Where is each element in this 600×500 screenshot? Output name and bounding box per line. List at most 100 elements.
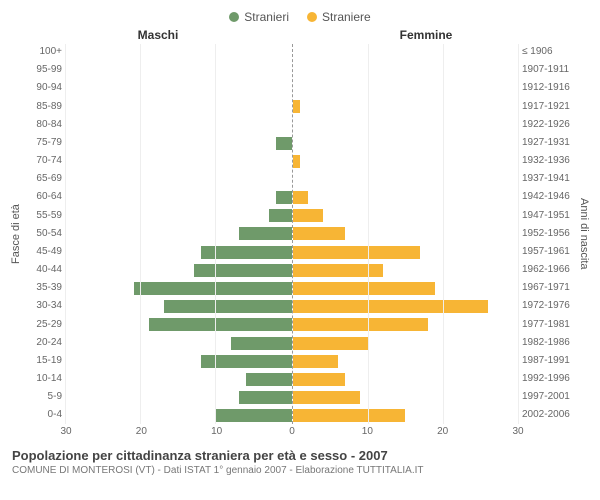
birth-year-label: 1952-1956 [522,226,576,243]
birth-year-label: 1922-1926 [522,117,576,134]
chart-title: Popolazione per cittadinanza straniera p… [12,448,588,463]
male-bar [246,373,291,386]
female-row [293,153,519,170]
female-half [293,44,519,424]
female-row [293,335,519,352]
legend-female: Straniere [307,10,371,24]
male-row [66,80,292,97]
age-label: 85-89 [24,99,62,116]
male-row [66,335,292,352]
x-tick: 30 [60,426,71,437]
birth-year-label: 1997-2001 [522,389,576,406]
male-bar [239,391,292,404]
female-row [293,117,519,134]
birth-year-label: 1967-1971 [522,280,576,297]
birth-year-label: 1942-1946 [522,189,576,206]
female-row [293,262,519,279]
female-bar [293,227,346,240]
age-label: 0-4 [24,407,62,424]
x-ticks-left: 0102030 [66,426,292,440]
age-label: 30-34 [24,298,62,315]
age-label: 15-19 [24,353,62,370]
grid-line [518,44,519,424]
female-row [293,189,519,206]
female-row [293,298,519,315]
female-row [293,407,519,424]
bars-area [66,44,518,424]
male-row [66,226,292,243]
birth-year-label: 1982-1986 [522,335,576,352]
x-ticks-right: 102030 [292,426,518,440]
age-label: 70-74 [24,153,62,170]
birth-year-label: 2002-2006 [522,407,576,424]
legend-female-swatch [307,12,317,22]
male-row [66,298,292,315]
male-row [66,189,292,206]
y-left-axis-title: Fasce di età [10,44,22,424]
chart-footer: Popolazione per cittadinanza straniera p… [10,448,590,476]
male-row [66,135,292,152]
age-label: 25-29 [24,317,62,334]
chart-subtitle: COMUNE DI MONTEROSI (VT) - Dati ISTAT 1°… [12,465,588,476]
age-label: 40-44 [24,262,62,279]
legend-male-label: Stranieri [244,10,289,24]
column-headers: Maschi Femmine [10,28,590,42]
male-bar [239,227,292,240]
birth-year-label: 1987-1991 [522,353,576,370]
age-label: 10-14 [24,371,62,388]
male-row [66,407,292,424]
male-row [66,153,292,170]
plot-area: Fasce di età 100+95-9990-9485-8980-8475-… [10,44,590,424]
y-right-axis-title: Anni di nascita [578,44,590,424]
male-bar [194,264,292,277]
age-label: 90-94 [24,80,62,97]
birth-year-label: 1927-1931 [522,135,576,152]
population-pyramid-chart: Stranieri Straniere Maschi Femmine Fasce… [0,0,600,500]
female-bar [293,282,436,295]
legend: Stranieri Straniere [10,10,590,24]
male-row [66,208,292,225]
x-tick: 10 [362,426,373,437]
age-label: 80-84 [24,117,62,134]
female-row [293,44,519,61]
female-bar [293,246,421,259]
male-row [66,389,292,406]
male-row [66,371,292,388]
age-label: 5-9 [24,389,62,406]
male-row [66,171,292,188]
female-bar [293,264,383,277]
female-row [293,371,519,388]
y-right-labels: ≤ 19061907-19111912-19161917-19211922-19… [518,44,576,424]
birth-year-label: 1977-1981 [522,317,576,334]
birth-year-label: 1912-1916 [522,80,576,97]
male-row [66,280,292,297]
legend-male-swatch [229,12,239,22]
birth-year-label: 1992-1996 [522,371,576,388]
male-bar [276,191,291,204]
female-row [293,62,519,79]
male-row [66,62,292,79]
male-bar [149,318,292,331]
age-label: 50-54 [24,226,62,243]
female-bar [293,373,346,386]
age-label: 55-59 [24,208,62,225]
female-bar [293,155,301,168]
birth-year-label: 1907-1911 [522,62,576,79]
age-label: 65-69 [24,171,62,188]
male-row [66,317,292,334]
grid-line [443,44,444,424]
male-row [66,99,292,116]
birth-year-label: 1947-1951 [522,208,576,225]
female-row [293,353,519,370]
female-bar [293,337,368,350]
female-bar [293,300,488,313]
age-label: 60-64 [24,189,62,206]
birth-year-label: 1972-1976 [522,298,576,315]
female-row [293,244,519,261]
male-bar [134,282,292,295]
age-label: 95-99 [24,62,62,79]
male-row [66,262,292,279]
male-bar [276,137,291,150]
male-bar [164,300,292,313]
birth-year-label: 1937-1941 [522,171,576,188]
